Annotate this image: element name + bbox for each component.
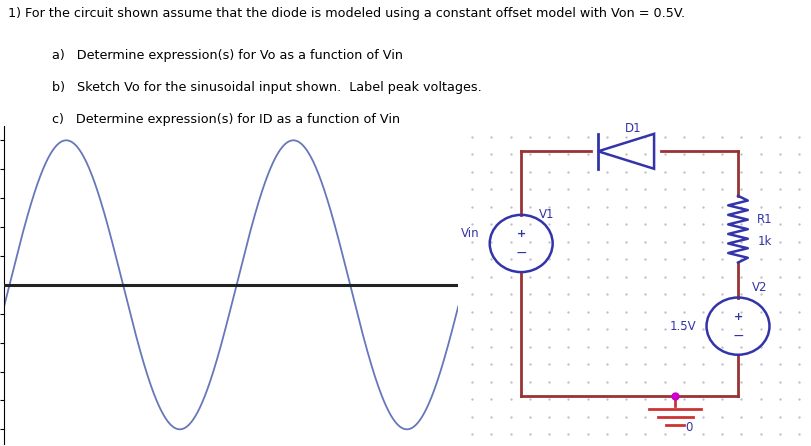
Text: b)   Sketch Vo for the sinusoidal input shown.  Label peak voltages.: b) Sketch Vo for the sinusoidal input sh… <box>52 81 482 95</box>
Text: V1: V1 <box>538 208 553 221</box>
Text: −: − <box>515 246 526 260</box>
Text: R1: R1 <box>757 213 772 226</box>
Text: D1: D1 <box>624 122 641 136</box>
Text: +: + <box>516 229 526 239</box>
Text: V2: V2 <box>751 281 766 294</box>
Text: c)   Determine expression(s) for ID as a function of Vin: c) Determine expression(s) for ID as a f… <box>52 113 400 127</box>
Text: 1.5V: 1.5V <box>668 320 695 333</box>
Text: +: + <box>732 312 742 322</box>
Text: 1) For the circuit shown assume that the diode is modeled using a constant offse: 1) For the circuit shown assume that the… <box>8 7 684 20</box>
Text: 1k: 1k <box>757 235 770 248</box>
Text: Vin: Vin <box>460 227 478 240</box>
Text: 0: 0 <box>684 421 692 434</box>
Text: −: − <box>732 329 743 343</box>
Text: a)   Determine expression(s) for Vo as a function of Vin: a) Determine expression(s) for Vo as a f… <box>52 49 403 62</box>
